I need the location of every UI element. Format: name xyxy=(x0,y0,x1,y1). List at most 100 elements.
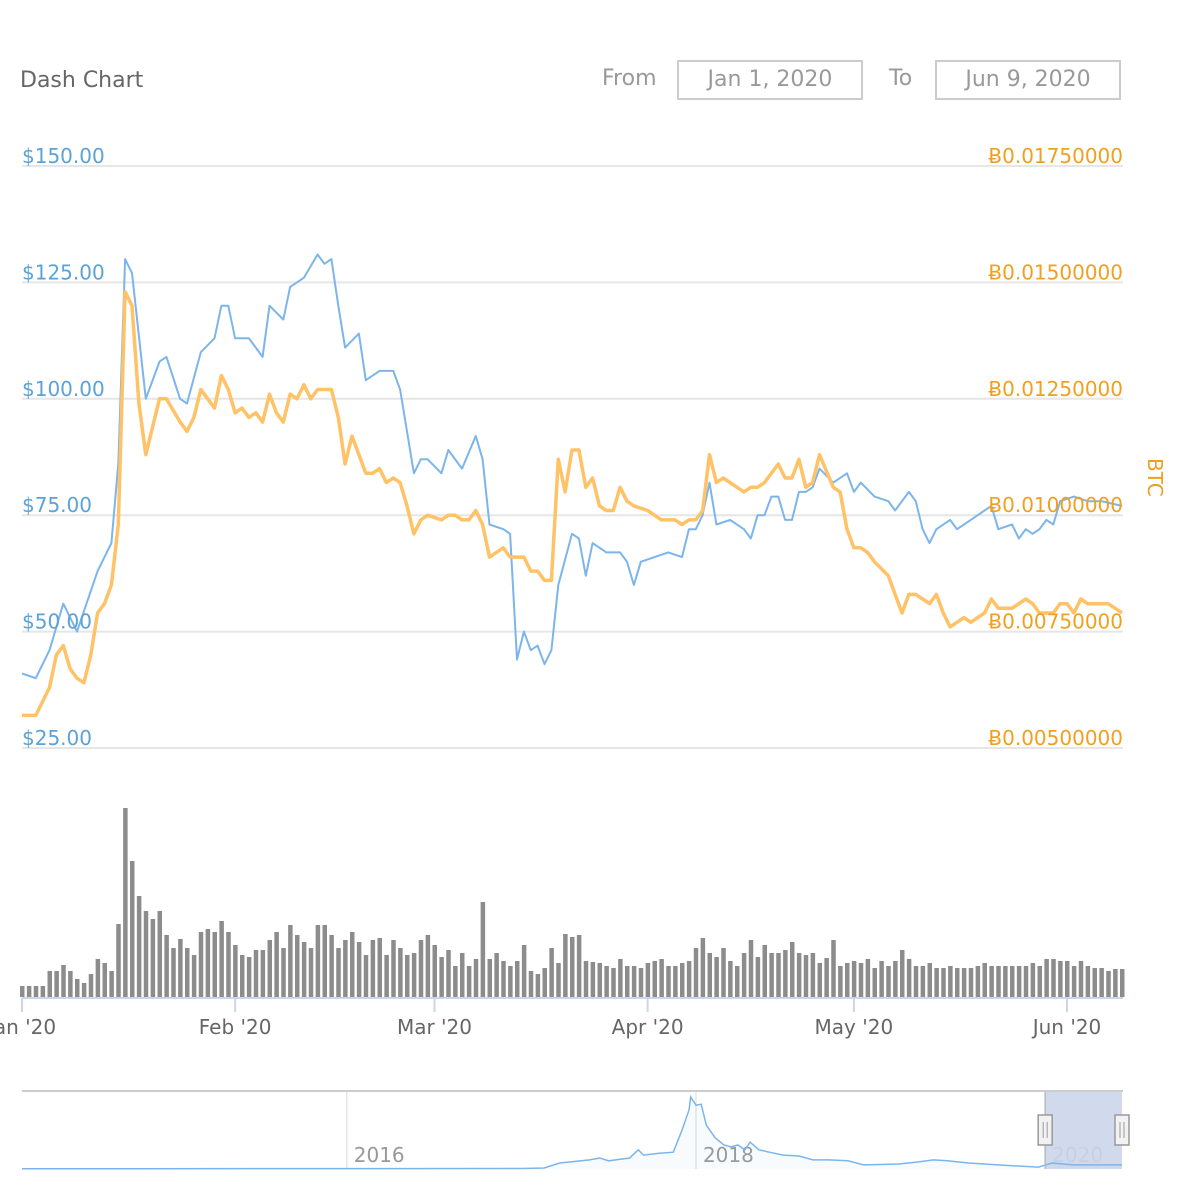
volume-bar xyxy=(515,961,520,997)
x-axis-tick-label: Feb '20 xyxy=(199,1015,272,1039)
volume-bar xyxy=(102,963,107,997)
navigator-selection[interactable] xyxy=(1045,1092,1122,1169)
volume-bar xyxy=(329,935,334,997)
volume-bar xyxy=(728,961,733,997)
volume-bar xyxy=(508,966,513,997)
volume-bar xyxy=(563,934,568,997)
volume-bar xyxy=(363,955,369,997)
volume-bar xyxy=(439,957,444,997)
volume-bar xyxy=(219,921,224,997)
volume-bar xyxy=(40,986,46,997)
volume-bar xyxy=(501,961,506,997)
volume-bar xyxy=(460,953,465,997)
volume-bar xyxy=(631,966,637,997)
volume-bar xyxy=(913,966,919,997)
volume-bar xyxy=(872,968,877,997)
volume-bar xyxy=(1071,966,1077,997)
volume-bar xyxy=(336,948,341,997)
volume-bar xyxy=(301,942,307,997)
volume-bar xyxy=(1106,971,1111,997)
volume-bar xyxy=(996,966,1001,997)
volume-bar xyxy=(171,948,176,997)
volume-bar xyxy=(198,932,204,997)
volume-bar xyxy=(1037,966,1042,997)
navigator-right-handle[interactable] xyxy=(1114,1114,1130,1146)
volume-bar xyxy=(865,959,871,997)
volume-bar xyxy=(934,968,939,997)
left-axis-tick-label: $50.00 xyxy=(22,610,92,634)
volume-bar xyxy=(432,945,437,997)
volume-bar xyxy=(735,966,740,997)
navigator-tick-label: 2016 xyxy=(354,1143,405,1167)
volume-bar xyxy=(1016,966,1022,997)
volume-bar xyxy=(494,953,499,997)
volume-bar xyxy=(398,948,403,997)
volume-bar xyxy=(535,974,541,997)
volume-bar xyxy=(961,968,967,997)
navigator-left-handle[interactable] xyxy=(1037,1114,1053,1146)
navigator-series xyxy=(21,1094,1122,1170)
volume-bar xyxy=(487,959,492,997)
volume-bar xyxy=(1051,959,1056,997)
x-axis-tick-label: Jun '20 xyxy=(1031,1015,1102,1039)
volume-bar xyxy=(948,966,953,997)
volume-bar xyxy=(528,971,534,997)
volume-bar xyxy=(75,979,80,997)
volume-bar xyxy=(150,919,156,997)
volume-bar xyxy=(975,966,981,997)
volume-bar xyxy=(130,861,135,997)
right-axis-tick-label: Ƀ0.01250000 xyxy=(988,377,1123,401)
right-axis-tick-label: Ƀ0.01750000 xyxy=(988,144,1123,168)
volume-bar xyxy=(370,940,376,997)
x-axis-tick-label: May '20 xyxy=(815,1015,894,1039)
volume-bar xyxy=(838,966,843,997)
volume-bar xyxy=(1044,959,1049,997)
volume-bar xyxy=(906,959,912,997)
volume-bar xyxy=(1113,969,1118,997)
from-date-input[interactable]: Jan 1, 2020 xyxy=(677,60,863,100)
volume-bar xyxy=(26,986,32,997)
volume-bar xyxy=(673,966,678,997)
left-axis-tick-label: $150.00 xyxy=(22,144,105,168)
volume-bar xyxy=(858,963,864,997)
volume-bar xyxy=(343,940,348,997)
volume-bar xyxy=(796,953,802,997)
left-axis-tick-label: $25.00 xyxy=(22,726,92,750)
volume-bar xyxy=(941,968,946,997)
volume-bar xyxy=(645,963,651,997)
series-line-usd xyxy=(21,253,1123,680)
volume-bar xyxy=(707,953,712,997)
volume-bar xyxy=(350,932,355,997)
x-axis-tick-label: Jan '20 xyxy=(0,1015,56,1039)
volume-bar xyxy=(33,986,39,997)
volume-bar xyxy=(109,971,114,997)
volume-bar xyxy=(1058,961,1063,997)
volume-bar xyxy=(1023,966,1029,997)
x-axis-tick-label: Mar '20 xyxy=(397,1015,472,1039)
volume-bar xyxy=(1030,963,1036,997)
volume-bar xyxy=(845,963,850,997)
volume-bar xyxy=(281,948,286,997)
volume-bar xyxy=(191,955,197,997)
volume-bar xyxy=(240,955,245,997)
volume-bar xyxy=(625,966,630,997)
volume-bar xyxy=(693,948,699,997)
volume-bar xyxy=(989,966,994,997)
volume-bar xyxy=(88,974,94,997)
volume-bar xyxy=(638,968,644,997)
volume-bar xyxy=(1120,969,1125,997)
volume-bar xyxy=(810,953,816,997)
volume-bar xyxy=(686,961,692,997)
right-axis-tick-label: Ƀ0.01000000 xyxy=(988,493,1123,517)
volume-bar xyxy=(570,937,575,997)
volume-bar xyxy=(322,925,327,997)
volume-bar xyxy=(886,966,891,997)
volume-bar xyxy=(955,968,960,997)
to-date-input[interactable]: Jun 9, 2020 xyxy=(935,60,1121,100)
volume-bar xyxy=(920,966,926,997)
volume-bar xyxy=(900,950,905,997)
volume-bar xyxy=(1078,961,1084,997)
volume-bar xyxy=(473,959,479,997)
volume-bar xyxy=(466,966,472,997)
volume-bar xyxy=(790,942,795,997)
